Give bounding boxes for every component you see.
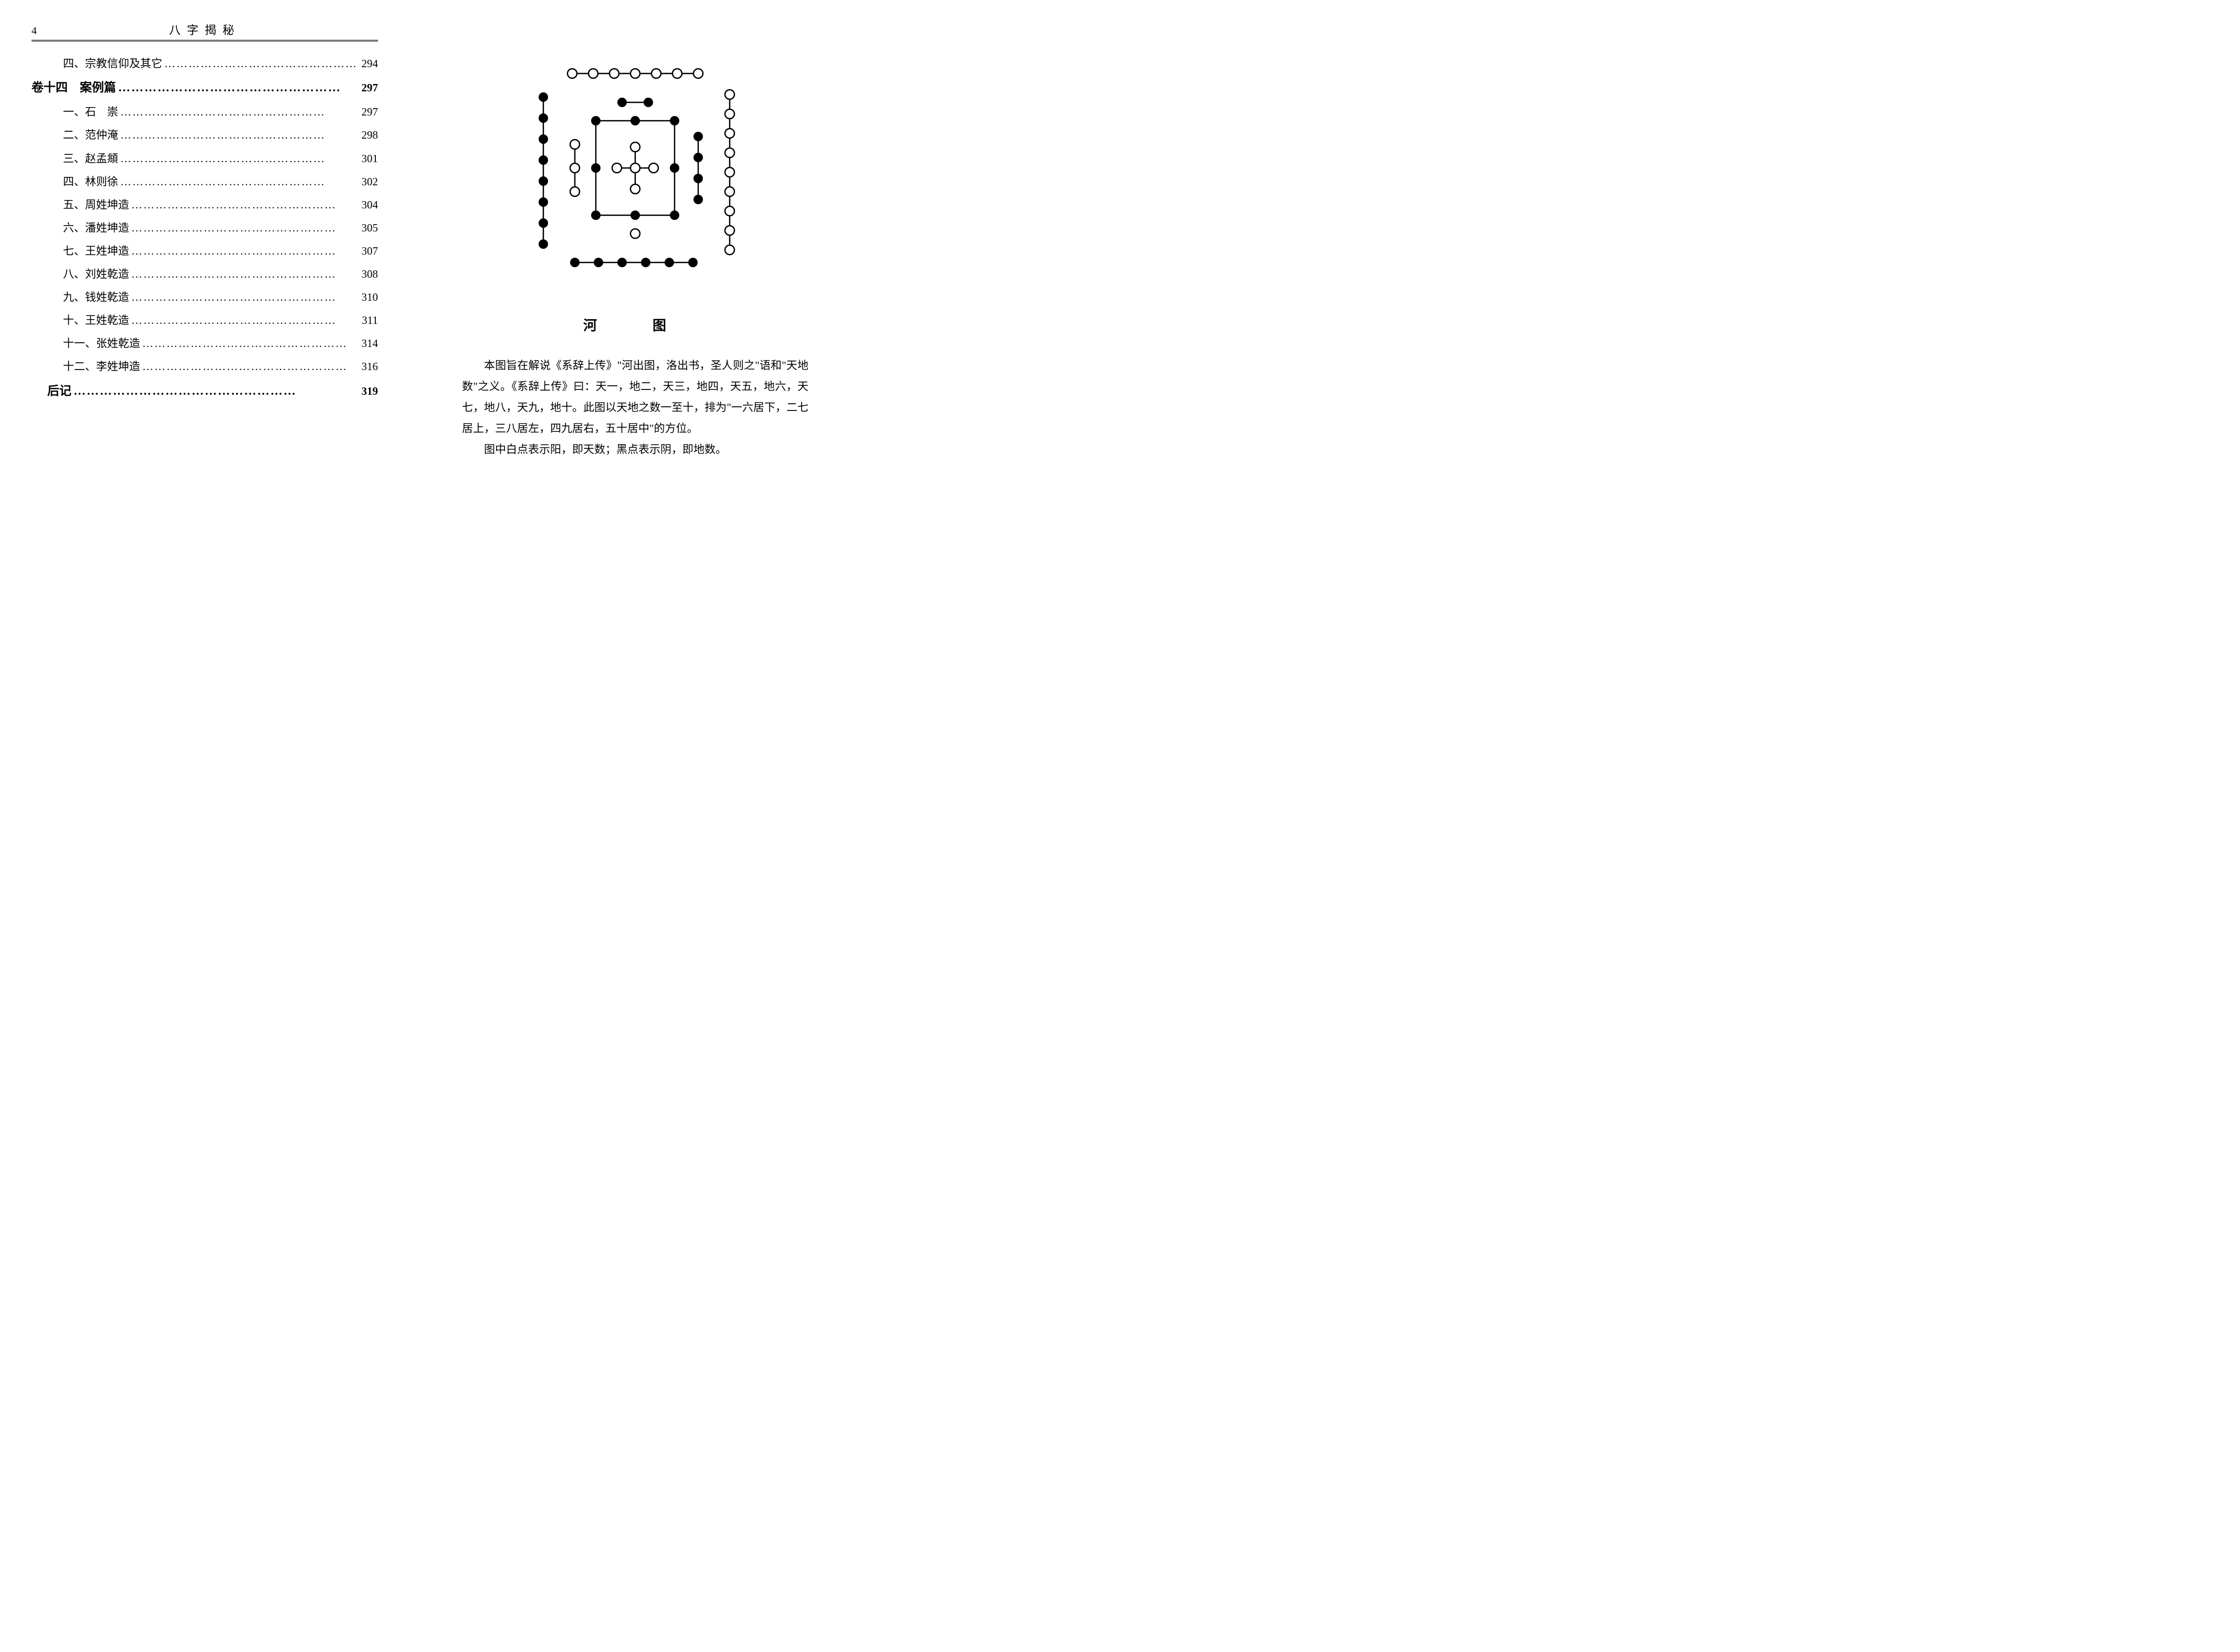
toc-row: 十二、李姓坤造……………………………………………316	[31, 355, 378, 378]
toc-dots: ……………………………………………	[118, 147, 359, 170]
toc-page: 308	[359, 262, 378, 286]
toc-dots: ……………………………………………	[162, 52, 359, 75]
paragraph: 本图旨在解说《系辞上传》"河出图，洛出书，圣人则之"语和"天地数"之义。《系辞上…	[462, 355, 808, 439]
toc-row: 二、范仲淹……………………………………………298	[31, 123, 378, 146]
toc-dots: ……………………………………………	[129, 286, 359, 309]
toc-dots: ……………………………………………	[140, 332, 359, 355]
body-text: 本图旨在解说《系辞上传》"河出图，洛出书，圣人则之"语和"天地数"之义。《系辞上…	[462, 355, 808, 460]
toc-label: 一、石 崇	[63, 100, 118, 123]
toc-dots: ……………………………………………	[116, 75, 359, 100]
paragraph: 图中白点表示阳，即天数；黑点表示阴，即地数。	[462, 439, 808, 460]
diagram-title: 河 图	[462, 315, 808, 334]
toc-page: 311	[359, 309, 378, 332]
toc-page: 297	[359, 100, 378, 123]
toc-row: 卷十四 案例篇……………………………………………297	[31, 75, 378, 100]
left-page: 4 八字揭秘 四、宗教信仰及其它……………………………………………294卷十四 …	[0, 0, 420, 619]
toc-label: 后记	[47, 378, 71, 404]
toc-label: 五、周姓坤造	[63, 193, 129, 216]
toc-dots: ……………………………………………	[129, 262, 359, 286]
toc-dots: ……………………………………………	[129, 239, 359, 262]
toc-label: 十、王姓乾造	[63, 309, 129, 332]
page-number: 4	[31, 25, 52, 37]
table-of-contents: 四、宗教信仰及其它……………………………………………294卷十四 案例篇……………	[31, 52, 378, 404]
toc-page: 304	[359, 193, 378, 216]
toc-dots: ……………………………………………	[129, 216, 359, 239]
toc-page: 319	[359, 380, 378, 403]
toc-row: 八、刘姓乾造……………………………………………308	[31, 262, 378, 286]
toc-row: 十、王姓乾造……………………………………………311	[31, 309, 378, 332]
toc-row: 七、王姓坤造……………………………………………307	[31, 239, 378, 262]
toc-label: 四、宗教信仰及其它	[63, 52, 162, 75]
toc-dots: ……………………………………………	[129, 309, 359, 332]
toc-dots: ……………………………………………	[71, 378, 359, 404]
toc-label: 十二、李姓坤造	[63, 355, 140, 378]
toc-row: 六、潘姓坤造……………………………………………305	[31, 216, 378, 239]
toc-row: 四、林则徐……………………………………………302	[31, 170, 378, 193]
toc-dots: ……………………………………………	[118, 100, 359, 123]
toc-dots: ……………………………………………	[118, 123, 359, 146]
hetu-svg	[514, 52, 756, 283]
toc-page: 307	[359, 239, 378, 262]
toc-label: 六、潘姓坤造	[63, 216, 129, 239]
toc-page: 298	[359, 123, 378, 146]
toc-page: 301	[359, 147, 378, 170]
toc-row: 五、周姓坤造……………………………………………304	[31, 193, 378, 216]
toc-page: 305	[359, 216, 378, 239]
page-header: 4 八字揭秘	[31, 21, 378, 41]
right-page: 河 图 本图旨在解说《系辞上传》"河出图，洛出书，圣人则之"语和"天地数"之义。…	[420, 0, 840, 619]
toc-label: 四、林则徐	[63, 170, 118, 193]
toc-page: 316	[359, 355, 378, 378]
toc-label: 二、范仲淹	[63, 123, 118, 146]
toc-dots: ……………………………………………	[118, 170, 359, 193]
toc-page: 310	[359, 286, 378, 309]
toc-page: 294	[359, 52, 378, 75]
toc-dots: ……………………………………………	[129, 193, 359, 216]
toc-row: 一、石 崇……………………………………………297	[31, 100, 378, 123]
toc-label: 八、刘姓乾造	[63, 262, 129, 286]
toc-row: 九、钱姓乾造……………………………………………310	[31, 286, 378, 309]
toc-label: 卷十四 案例篇	[31, 75, 116, 100]
toc-row: 三、赵孟頫……………………………………………301	[31, 147, 378, 170]
toc-page: 297	[359, 76, 378, 99]
toc-label: 九、钱姓乾造	[63, 286, 129, 309]
book-title: 八字揭秘	[52, 21, 357, 38]
toc-label: 十一、张姓乾造	[63, 332, 140, 355]
hetu-diagram	[462, 52, 808, 283]
toc-label: 七、王姓坤造	[63, 239, 129, 262]
toc-row: 四、宗教信仰及其它……………………………………………294	[31, 52, 378, 75]
toc-row: 十一、张姓乾造……………………………………………314	[31, 332, 378, 355]
toc-label: 三、赵孟頫	[63, 147, 118, 170]
toc-page: 314	[359, 332, 378, 355]
toc-page: 302	[359, 170, 378, 193]
toc-dots: ……………………………………………	[140, 355, 359, 378]
toc-row: 后记……………………………………………319	[31, 378, 378, 404]
